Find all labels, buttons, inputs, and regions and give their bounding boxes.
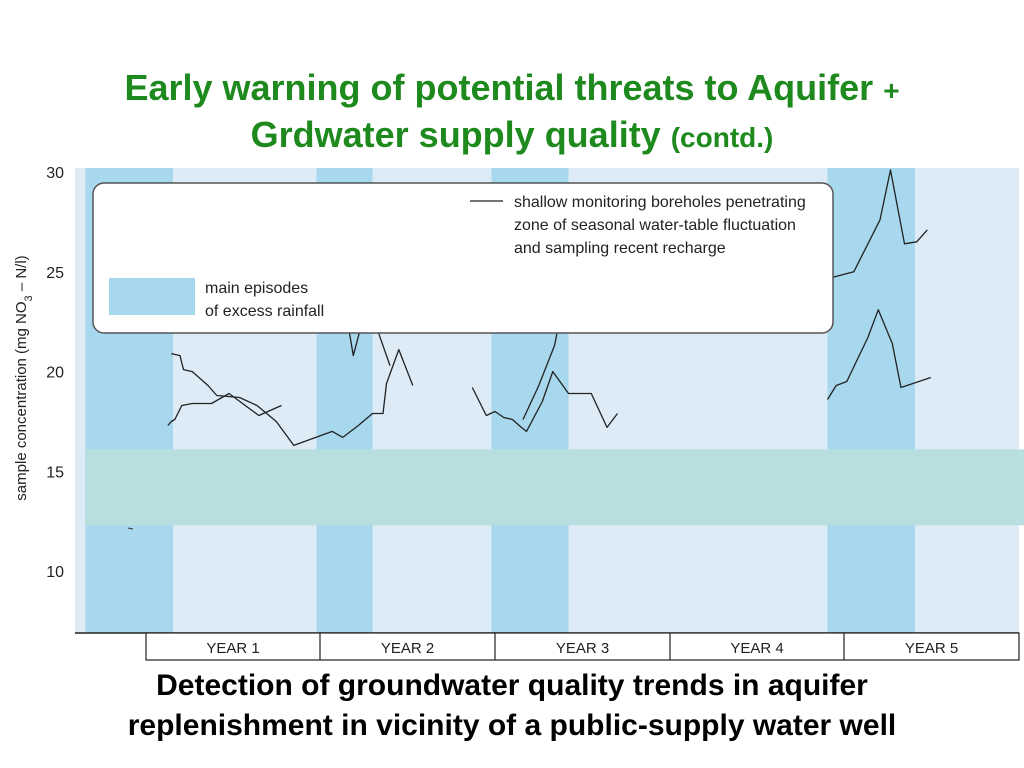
period-label-5: YEAR 5 — [905, 640, 958, 657]
series-2-line-4 — [826, 309, 932, 400]
title-line-2: Grdwater supply quality (contd.) — [0, 113, 1024, 160]
y-tick-label-15: 15 — [46, 464, 64, 481]
title-line-1: Early warning of potential threats to Aq… — [0, 66, 1024, 113]
y-tick-label-25: 25 — [46, 265, 64, 282]
slide-caption: Detection of groundwater quality trends … — [0, 666, 1024, 746]
legend-box — [92, 182, 834, 334]
axis-mark — [127, 527, 134, 530]
caption-line-2: replenishment in vicinity of a public-su… — [127, 709, 897, 742]
legend-line-label-2: zone of seasonal water-table fluctuation — [514, 217, 796, 234]
legend-line-label-3: and sampling recent recharge — [514, 240, 726, 257]
series-2-line-2 — [342, 348, 414, 438]
period-box — [145, 632, 1020, 661]
y-tick-label-20: 20 — [46, 365, 64, 382]
period-label-4: YEAR 4 — [730, 640, 783, 657]
legend-rainfall-label-1: main episodes — [205, 280, 308, 297]
caption-line-1: Detection of groundwater quality trends … — [156, 669, 868, 702]
highlight-band — [85, 449, 1024, 526]
period-label-1: YEAR 1 — [206, 640, 259, 657]
period-label-2: YEAR 2 — [381, 640, 434, 657]
period-label-3: YEAR 3 — [556, 640, 609, 657]
legend-rainfall-label-2: of excess rainfall — [205, 303, 324, 320]
y-tick-label-30: 30 — [46, 165, 64, 182]
series-1-line-4 — [830, 169, 928, 279]
series-1-line-1 — [171, 352, 344, 447]
title-line-2-suffix: (contd.) — [670, 122, 774, 153]
rainfall-band-4 — [827, 168, 915, 633]
series-2-line-1 — [167, 392, 282, 426]
legend-line-label-1: shallow monitoring boreholes penetrating — [514, 194, 806, 211]
title-line-1-suffix: + — [883, 75, 900, 106]
legend-rainfall-swatch — [109, 278, 195, 315]
slide-title: Early warning of potential threats to Aq… — [0, 66, 1024, 160]
y-tick-label-10: 10 — [46, 564, 64, 581]
series-2-line-3 — [471, 370, 619, 433]
y-axis-label: sample concentration (mg NO3 – N/l) — [13, 255, 35, 500]
title-line-1-main: Early warning of potential threats to Aq… — [124, 67, 874, 108]
title-line-2-main: Grdwater supply quality — [250, 114, 661, 155]
